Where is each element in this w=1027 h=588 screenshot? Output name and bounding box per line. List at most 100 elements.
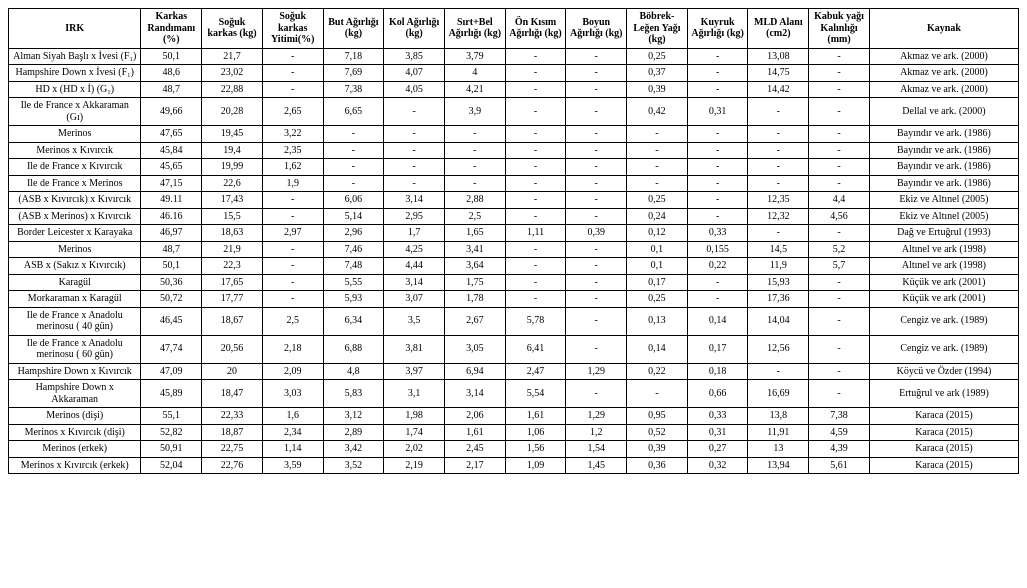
cell-source: Akmaz ve ark. (2000) bbox=[869, 65, 1018, 82]
cell-value: - bbox=[505, 142, 566, 159]
table-row: Hampshire Down x İvesi (F₁)48,623,02-7,6… bbox=[9, 65, 1019, 82]
cell-value: - bbox=[748, 363, 809, 380]
cell-value: - bbox=[809, 335, 870, 363]
cell-value: - bbox=[748, 159, 809, 176]
table-row: Merinos x Kıvırcık (dişi)52,8218,872,342… bbox=[9, 424, 1019, 441]
cell-value: - bbox=[262, 241, 323, 258]
cell-value: 0,37 bbox=[627, 65, 688, 82]
cell-value: - bbox=[505, 159, 566, 176]
cell-value: 3,42 bbox=[323, 441, 384, 458]
cell-value: - bbox=[323, 175, 384, 192]
cell-value: 5,93 bbox=[323, 291, 384, 308]
cell-value: - bbox=[566, 175, 627, 192]
cell-value: - bbox=[687, 48, 748, 65]
cell-value: - bbox=[687, 208, 748, 225]
cell-value: 3,41 bbox=[444, 241, 505, 258]
cell-source: Altınel ve ark (1998) bbox=[869, 258, 1018, 275]
cell-value: 1,06 bbox=[505, 424, 566, 441]
cell-value: 15,93 bbox=[748, 274, 809, 291]
cell-value: 23,02 bbox=[202, 65, 263, 82]
col-header: Kabuk yağı Kalınlığı (mm) bbox=[809, 9, 870, 49]
col-header: Boyun Ağırlığı (kg) bbox=[566, 9, 627, 49]
cell-value: - bbox=[262, 192, 323, 209]
cell-value: 1,9 bbox=[262, 175, 323, 192]
cell-value: 6,88 bbox=[323, 335, 384, 363]
cell-irk: Morkaraman x Karagül bbox=[9, 291, 141, 308]
cell-value: 12,35 bbox=[748, 192, 809, 209]
cell-value: 2,45 bbox=[444, 441, 505, 458]
cell-value: 1,78 bbox=[444, 291, 505, 308]
cell-value: 3,07 bbox=[384, 291, 445, 308]
cell-value: 5,14 bbox=[323, 208, 384, 225]
cell-value: 3,52 bbox=[323, 457, 384, 474]
cell-value: 3,12 bbox=[323, 408, 384, 425]
cell-value: 7,38 bbox=[323, 81, 384, 98]
cell-value: - bbox=[262, 48, 323, 65]
cell-value: 48,6 bbox=[141, 65, 202, 82]
cell-value: 5,7 bbox=[809, 258, 870, 275]
cell-value: 0,17 bbox=[687, 335, 748, 363]
cell-value: 50,1 bbox=[141, 258, 202, 275]
cell-value: 3,9 bbox=[444, 98, 505, 126]
col-header: Sırt+Bel Ağırlığı (kg) bbox=[444, 9, 505, 49]
cell-value: 0,13 bbox=[627, 307, 688, 335]
cell-value: 1,98 bbox=[384, 408, 445, 425]
cell-value: - bbox=[384, 159, 445, 176]
cell-irk: ASB x (Sakız x Kıvırcık) bbox=[9, 258, 141, 275]
cell-value: - bbox=[566, 81, 627, 98]
cell-value: 22,6 bbox=[202, 175, 263, 192]
table-row: Ile de France x Merinos47,1522,61,9-----… bbox=[9, 175, 1019, 192]
cell-irk: Hampshire Down x İvesi (F₁) bbox=[9, 65, 141, 82]
cell-value: 1,75 bbox=[444, 274, 505, 291]
cell-value: - bbox=[505, 192, 566, 209]
cell-value: - bbox=[505, 98, 566, 126]
cell-value: 4 bbox=[444, 65, 505, 82]
col-header: Böbrek-Leğen Yağı (kg) bbox=[627, 9, 688, 49]
cell-value: 22,76 bbox=[202, 457, 263, 474]
cell-value: 0,39 bbox=[566, 225, 627, 242]
cell-value: 14,42 bbox=[748, 81, 809, 98]
cell-value: - bbox=[444, 126, 505, 143]
col-header: But Ağırlığı (kg) bbox=[323, 9, 384, 49]
cell-value: 2,47 bbox=[505, 363, 566, 380]
cell-value: 49.11 bbox=[141, 192, 202, 209]
cell-value: 2,96 bbox=[323, 225, 384, 242]
cell-irk: Merinos (dişi) bbox=[9, 408, 141, 425]
cell-value: 0,32 bbox=[687, 457, 748, 474]
cell-value: 0,25 bbox=[627, 48, 688, 65]
cell-value: 0,17 bbox=[627, 274, 688, 291]
cell-value: 18,67 bbox=[202, 307, 263, 335]
cell-value: - bbox=[748, 142, 809, 159]
cell-irk: Alman Siyah Başlı x İvesi (F₁) bbox=[9, 48, 141, 65]
cell-value: - bbox=[505, 48, 566, 65]
cell-value: 0,1 bbox=[627, 241, 688, 258]
cell-irk: HD x (HD x İ) (G₁) bbox=[9, 81, 141, 98]
cell-value: 14,75 bbox=[748, 65, 809, 82]
cell-source: Köycü ve Özder (1994) bbox=[869, 363, 1018, 380]
cell-value: - bbox=[566, 291, 627, 308]
cell-value: 45,65 bbox=[141, 159, 202, 176]
cell-value: 12,56 bbox=[748, 335, 809, 363]
table-row: Merinos48,721,9-7,464,253,41--0,10,15514… bbox=[9, 241, 1019, 258]
cell-value: 1,45 bbox=[566, 457, 627, 474]
cell-value: - bbox=[262, 65, 323, 82]
cell-irk: Merinos bbox=[9, 241, 141, 258]
cell-value: - bbox=[627, 175, 688, 192]
cell-value: - bbox=[505, 274, 566, 291]
cell-value: - bbox=[505, 81, 566, 98]
cell-irk: Hampshire Down x Kıvırcık bbox=[9, 363, 141, 380]
cell-value: 46.16 bbox=[141, 208, 202, 225]
cell-value: 4,39 bbox=[809, 441, 870, 458]
cell-value: 22,3 bbox=[202, 258, 263, 275]
cell-irk: Ile de France x Kıvırcık bbox=[9, 159, 141, 176]
cell-value: - bbox=[566, 335, 627, 363]
cell-value: 16,69 bbox=[748, 380, 809, 408]
col-header: MLD Alanı (cm2) bbox=[748, 9, 809, 49]
cell-value: 20,28 bbox=[202, 98, 263, 126]
cell-value: 2,88 bbox=[444, 192, 505, 209]
cell-value: 4,21 bbox=[444, 81, 505, 98]
cell-value: 0,31 bbox=[687, 98, 748, 126]
cell-value: 4,25 bbox=[384, 241, 445, 258]
table-row: Ile de France x Akkaraman (Gı)49,6620,28… bbox=[9, 98, 1019, 126]
cell-value: - bbox=[444, 159, 505, 176]
